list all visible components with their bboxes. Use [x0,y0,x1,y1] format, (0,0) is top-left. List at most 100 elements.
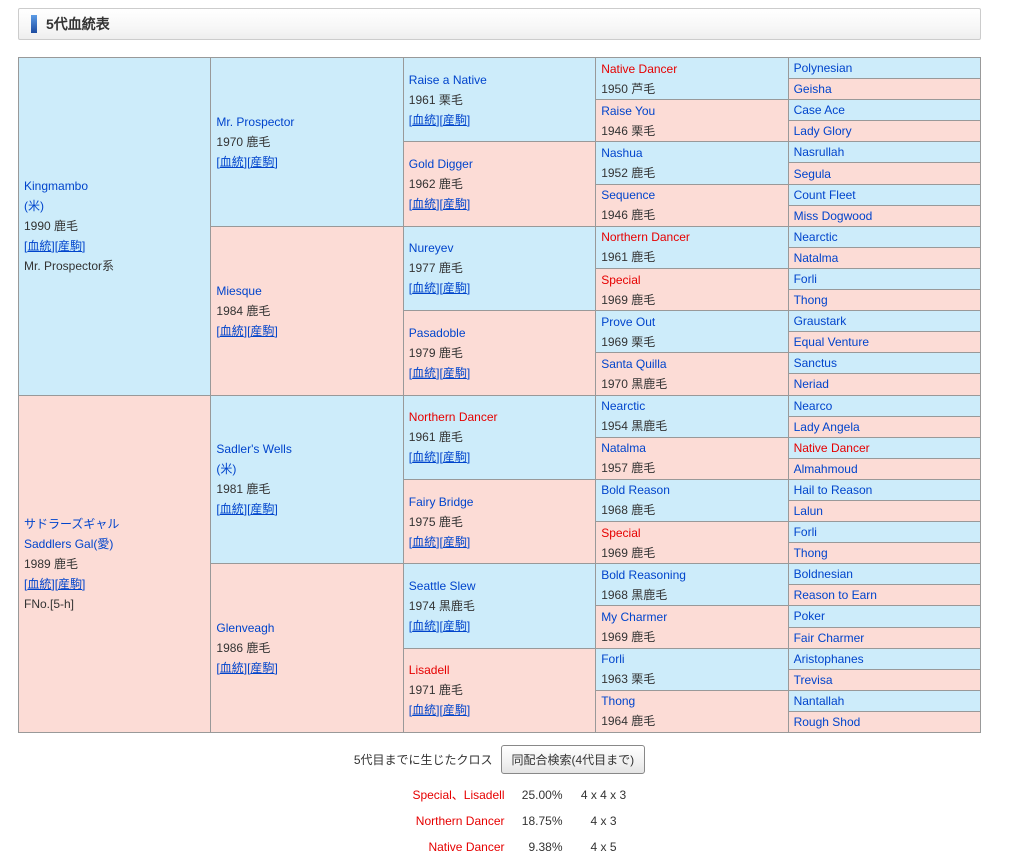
horse-name-link[interactable]: Polynesian [793,61,853,76]
horse-name-link[interactable]: Nureyev [408,241,454,256]
horse-name-link[interactable]: Forli [793,271,817,286]
blood-offspring-links: [血統][産駒] [216,661,278,676]
blood-link[interactable]: 血統 [219,502,244,517]
horse-name-link[interactable]: Lady Glory [793,124,852,139]
horse-name-link[interactable]: Neriad [793,377,829,392]
horse-name-link[interactable]: Case Ace [793,103,845,118]
horse-name-link[interactable]: Fairy Bridge [408,494,474,509]
horse-subname-link[interactable]: (米) [24,199,44,214]
horse-name-link[interactable]: Pasadoble [408,325,466,340]
horse-name-link[interactable]: My Charmer [601,610,668,625]
horse-name-link[interactable]: Bold Reason [601,483,670,498]
horse-name-link[interactable]: Hail to Reason [793,482,873,497]
horse-name-link[interactable]: Poker [793,609,825,624]
pedigree-cell: Nearctic [788,226,980,247]
horse-name-link[interactable]: Nearctic [601,399,646,414]
offspring-link[interactable]: 産駒 [58,576,83,591]
horse-name-link[interactable]: Equal Venture [793,335,869,350]
cross-name-link[interactable]: Native Dancer [428,840,505,854]
horse-name-link[interactable]: Forli [601,652,625,667]
horse-name-link[interactable]: Lady Angela [793,419,860,434]
horse-name-link[interactable]: Geisha [793,82,832,97]
horse-name-link[interactable]: Aristophanes [793,651,864,666]
horse-name-link[interactable]: Northern Dancer [408,410,498,425]
horse-name-link[interactable]: Miss Dogwood [793,208,873,223]
horse-name-link[interactable]: Gold Digger [408,157,473,172]
offspring-link[interactable]: 産駒 [250,154,275,169]
blood-link[interactable]: 血統 [412,703,437,718]
horse-name-link[interactable]: Raise a Native [408,72,487,87]
horse-name-link[interactable]: Miesque [216,283,262,298]
horse-name-link[interactable]: Count Fleet [793,187,856,202]
blood-link[interactable]: 血統 [412,197,437,212]
horse-name-link[interactable]: Sanctus [793,356,837,371]
blood-link[interactable]: 血統 [219,154,244,169]
horse-name-link[interactable]: Thong [793,293,828,308]
horse-year-coat: 1964 鹿毛 [601,714,656,729]
horse-name-link[interactable]: Lisadell [408,663,450,678]
same-mating-search-button[interactable]: 同配合検索(4代目まで) [500,745,646,774]
horse-name-link[interactable]: サドラーズギャル [24,516,120,531]
horse-name-link[interactable]: Native Dancer [601,61,678,76]
horse-name-link[interactable]: Nasrullah [793,145,845,160]
horse-name-link[interactable]: Nantallah [793,693,845,708]
horse-name-link[interactable]: Segula [793,166,831,181]
offspring-link[interactable]: 産駒 [442,618,467,633]
cross-name-link[interactable]: Northern Dancer [415,814,505,828]
blood-link[interactable]: 血統 [412,112,437,127]
offspring-link[interactable]: 産駒 [250,661,275,676]
horse-name-link[interactable]: Native Dancer [793,440,870,455]
cross-name-link[interactable]: Special、Lisadell [412,788,505,802]
horse-name-link[interactable]: Graustark [793,314,847,329]
horse-name-link[interactable]: Boldnesian [793,567,853,582]
horse-name-link[interactable]: Special [601,525,641,540]
horse-name-link[interactable]: Raise You [601,103,656,118]
horse-name-link[interactable]: Glenveagh [216,621,275,636]
blood-link[interactable]: 血統 [412,281,437,296]
blood-link[interactable]: 血統 [412,450,437,465]
horse-name-link[interactable]: Santa Quilla [601,356,667,371]
offspring-link[interactable]: 産駒 [442,703,467,718]
blood-link[interactable]: 血統 [219,661,244,676]
blood-link[interactable]: 血統 [412,618,437,633]
horse-name-link[interactable]: Almahmoud [793,461,858,476]
horse-name-link[interactable]: Reason to Earn [793,588,877,603]
offspring-link[interactable]: 産駒 [58,239,83,254]
horse-name-link[interactable]: Sadler's Wells [216,442,292,457]
blood-link[interactable]: 血統 [412,534,437,549]
horse-name-link[interactable]: Nearco [793,398,833,413]
horse-name-link[interactable]: Forli [793,525,817,540]
offspring-link[interactable]: 産駒 [442,197,467,212]
horse-name-link[interactable]: Sequence [601,188,656,203]
horse-subname-link[interactable]: (米) [216,462,237,477]
horse-name-link[interactable]: Nearctic [793,229,838,244]
horse-name-link[interactable]: Northern Dancer [601,230,690,245]
offspring-link[interactable]: 産駒 [250,323,275,338]
horse-name-link[interactable]: Special [601,272,641,287]
horse-name-link[interactable]: Natalma [793,250,839,265]
horse-name-link[interactable]: Lalun [793,504,823,519]
offspring-link[interactable]: 産駒 [442,365,467,380]
horse-name-link[interactable]: Natalma [601,441,646,456]
horse-name-link[interactable]: Fair Charmer [793,630,865,645]
horse-name-link[interactable]: Thong [793,546,828,561]
horse-name-link[interactable]: Prove Out [601,314,656,329]
blood-link[interactable]: 血統 [27,239,52,254]
horse-name-link[interactable]: Nashua [601,145,643,160]
blood-link[interactable]: 血統 [27,576,52,591]
horse-name-link[interactable]: Kingmambo [24,179,89,194]
horse-name-link[interactable]: Mr. Prospector [216,114,295,129]
offspring-link[interactable]: 産駒 [442,281,467,296]
horse-name-link[interactable]: Bold Reasoning [601,567,686,582]
blood-link[interactable]: 血統 [219,323,244,338]
blood-link[interactable]: 血統 [412,365,437,380]
offspring-link[interactable]: 産駒 [250,502,275,517]
horse-name-link[interactable]: Thong [601,694,636,709]
offspring-link[interactable]: 産駒 [442,450,467,465]
offspring-link[interactable]: 産駒 [442,534,467,549]
horse-name-link[interactable]: Rough Shod [793,714,861,729]
horse-name-link[interactable]: Trevisa [793,672,833,687]
offspring-link[interactable]: 産駒 [442,112,467,127]
horse-name-link[interactable]: Seattle Slew [408,578,476,593]
horse-subname-link[interactable]: Saddlers Gal(愛) [24,536,114,551]
